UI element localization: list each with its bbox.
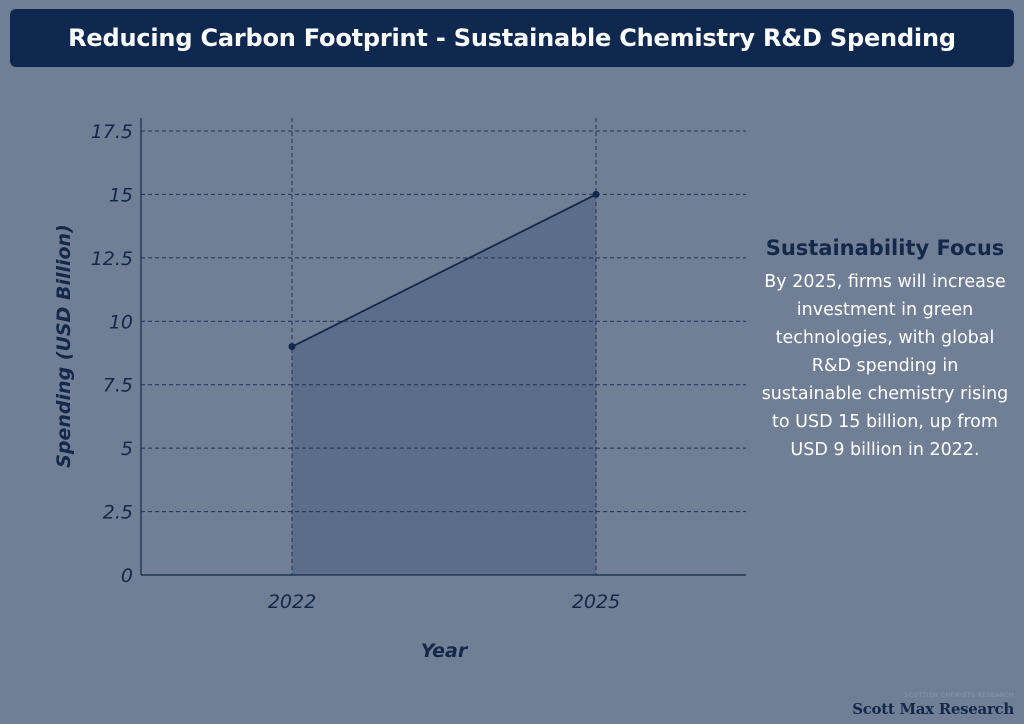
series-line: [291, 193, 597, 348]
y-tick-label: 5: [121, 438, 133, 460]
y-tick-label: 15: [109, 184, 133, 206]
data-point: [288, 343, 296, 351]
credit: SCOTTISH CHEMISTS RESEARCH Scott Max Res…: [852, 692, 1014, 718]
y-tick-label: 7.5: [103, 375, 133, 397]
title-bar: Reducing Carbon Footprint - Sustainable …: [10, 9, 1014, 67]
x-tick-label: 2025: [572, 591, 620, 613]
side-panel-heading: Sustainability Focus: [765, 236, 1005, 260]
side-panel: Sustainability Focus By 2025, firms will…: [760, 236, 1010, 464]
x-axis-title: Year: [421, 640, 469, 662]
y-tick-label: 12.5: [91, 248, 133, 270]
data-point: [592, 190, 600, 198]
y-tick-label: 17.5: [91, 121, 133, 143]
y-tick-label: 2.5: [103, 502, 133, 524]
credit-brand: Scott Max Research: [852, 700, 1014, 718]
side-panel-text: By 2025, firms will increase investment …: [761, 272, 1009, 460]
x-tick-label: 2022: [268, 591, 316, 613]
credit-tagline: SCOTTISH CHEMISTS RESEARCH: [904, 692, 1014, 699]
y-tick-label: 0: [121, 565, 133, 587]
y-axis-title: Spending (USD Billion): [53, 224, 75, 468]
y-tick-label: 10: [109, 311, 133, 333]
chart-title: Reducing Carbon Footprint - Sustainable …: [68, 24, 956, 52]
